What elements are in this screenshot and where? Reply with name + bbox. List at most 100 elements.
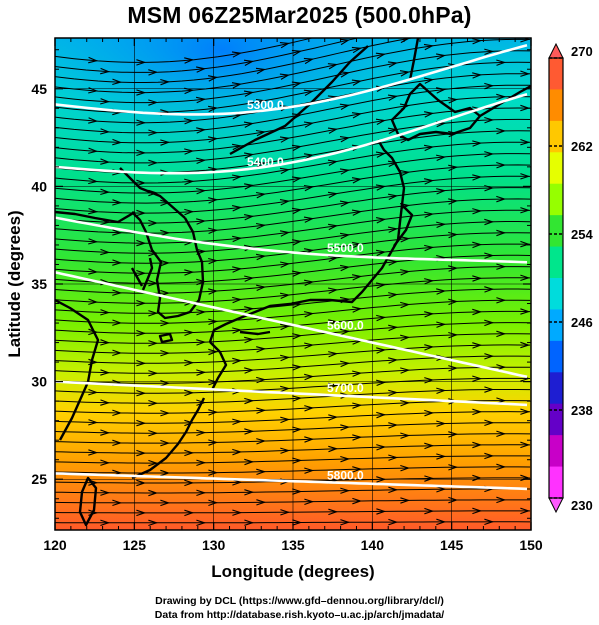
streamline-arrow [196, 459, 207, 467]
streamline-arrow [243, 183, 255, 190]
streamline-arrow [279, 136, 291, 143]
streamline-arrow [196, 218, 207, 225]
x-axis: 120 125 130 135 140 145 150 [43, 38, 543, 553]
streamline-arrow [339, 103, 351, 110]
streamline-arrow [148, 219, 159, 227]
streamline-arrow [112, 259, 123, 266]
colorbar-top-arrow [548, 42, 564, 59]
streamline-arrow [208, 197, 219, 204]
streamline-arrow [303, 216, 315, 223]
streamline-arrow [388, 454, 399, 461]
streamline-arrow [255, 98, 267, 106]
streamline-arrow [447, 97, 459, 104]
streamline-arrow [376, 508, 387, 515]
streamline-arrow [112, 229, 123, 236]
height-contour [55, 380, 528, 407]
streamline-arrow [136, 419, 147, 427]
streamline [55, 50, 531, 104]
height-contour [55, 216, 528, 264]
y-axis: 25 30 35 40 45 [31, 49, 531, 519]
streamline-arrow [520, 138, 531, 146]
streamline-arrow [327, 127, 339, 134]
streamline-arrow [375, 52, 387, 59]
streamline-arrow [340, 455, 351, 463]
streamline-arrow [232, 509, 243, 516]
streamline-arrow [232, 235, 243, 243]
streamline-arrow [136, 479, 147, 487]
streamline-arrow [256, 376, 267, 384]
streamline-arrow [207, 136, 219, 143]
streamline-arrow [448, 265, 459, 272]
streamline-arrow [244, 458, 255, 466]
streamline-arrow [136, 329, 147, 337]
streamline-arrow [160, 319, 171, 327]
colorbar-tick-label: 238 [571, 403, 593, 418]
streamline-arrow [352, 370, 363, 377]
streamline-arrow [196, 339, 207, 346]
streamline-arrow [244, 519, 255, 526]
streamline-arrow [208, 227, 219, 235]
colorbar-segment [549, 58, 563, 90]
streamline-arrow [400, 367, 411, 374]
streamline-arrow [472, 38, 483, 45]
streamline-arrow [352, 434, 363, 441]
streamline-arrow [243, 121, 255, 128]
streamline [55, 433, 531, 444]
streamline-arrow [160, 78, 171, 86]
streamline-arrow [279, 292, 291, 300]
streamline-arrow [88, 388, 99, 396]
streamline-arrow [184, 329, 195, 337]
streamline-arrow [424, 409, 435, 417]
streamline-arrow [231, 205, 243, 212]
height-contour-label: 5300.0 [247, 98, 284, 112]
streamline-arrow [484, 419, 495, 427]
streamline-arrow [436, 20, 444, 25]
streamline-arrow [424, 475, 435, 482]
streamline-arrow [243, 59, 255, 66]
streamline-arrow [303, 184, 315, 192]
streamline-arrow [136, 389, 147, 397]
streamline-arrow [244, 397, 255, 405]
streamline-arrow [484, 286, 495, 293]
streamline-arrow [255, 67, 267, 75]
streamline-arrow [448, 496, 459, 504]
y-tick-label: 35 [31, 276, 47, 292]
streamline-arrow [448, 231, 459, 239]
streamline-arrow [279, 230, 291, 237]
streamline-arrow [436, 518, 447, 526]
streamline-arrow [304, 498, 315, 506]
streamline-arrow [351, 112, 363, 119]
streamline-arrow [436, 288, 447, 295]
streamline-arrow [448, 30, 456, 35]
streamline-arrow [424, 377, 435, 384]
streamline-arrow [112, 199, 123, 206]
streamline-arrow [520, 274, 531, 282]
streamline-arrow [100, 67, 111, 75]
streamline-arrow [387, 226, 399, 233]
streamline-arrow [304, 436, 315, 443]
streamline-arrow [196, 519, 207, 527]
streamline-arrow [291, 81, 303, 88]
streamline-arrow [484, 353, 495, 360]
streamline-arrow [280, 416, 291, 424]
streamline-arrow [256, 468, 267, 476]
streamline-arrow [304, 467, 315, 474]
streamline [55, 510, 530, 514]
streamline-arrow [136, 149, 147, 157]
streamline-arrow [184, 118, 195, 125]
streamline-arrow [160, 409, 171, 417]
streamline-arrow [375, 217, 387, 224]
streamline-arrow [208, 288, 219, 295]
streamline-arrow [88, 87, 99, 94]
x-axis-label: Longitude (degrees) [211, 562, 374, 581]
streamline-arrow [388, 324, 399, 332]
streamline-arrow [352, 497, 363, 505]
streamline-arrow [136, 269, 147, 277]
streamline-arrow [484, 15, 492, 20]
streamline-arrow [423, 178, 435, 185]
streamline-arrow [136, 179, 147, 187]
streamline-arrow [472, 174, 483, 181]
streamline-arrow [448, 331, 459, 339]
colorbar-tick-label: 230 [571, 498, 593, 513]
streamline [55, 366, 531, 384]
